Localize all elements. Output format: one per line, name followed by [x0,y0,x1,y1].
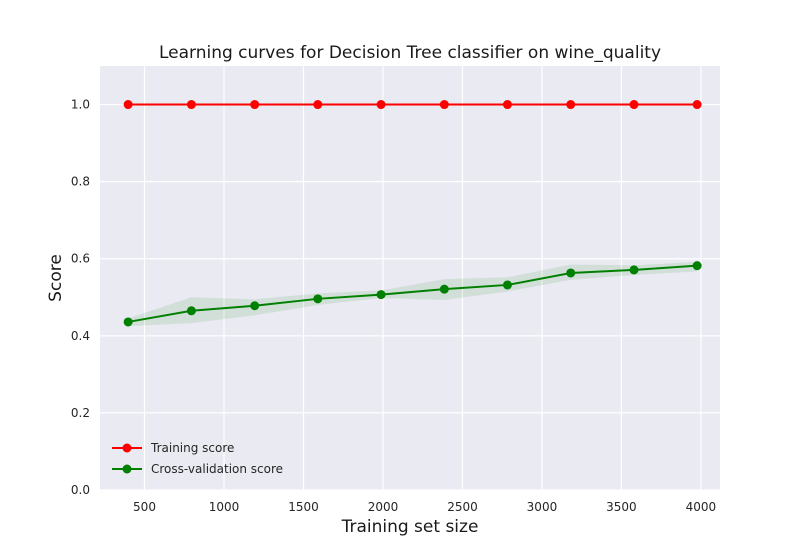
data-point [502,280,512,290]
data-point [250,301,260,311]
data-point [566,268,576,278]
y-tick-label: 0.4 [71,329,90,343]
data-point [186,100,196,110]
x-tick-label: 1000 [209,500,240,514]
x-tick-label: 4000 [686,500,717,514]
data-point [186,306,196,316]
data-point [502,100,512,110]
x-tick-label: 3000 [527,500,558,514]
confidence-bands [128,261,698,327]
data-point [439,284,449,294]
data-point [692,100,702,110]
x-axis-label: Training set size [341,517,479,537]
legend-label: Cross-validation score [151,462,283,476]
x-tick-label: 1500 [288,500,319,514]
series-line [127,264,698,323]
series-lines [127,103,698,323]
data-point [629,265,639,275]
legend-marker [122,464,132,474]
x-tick-labels: 500 1000 1500 2000 2500 3000 3500 4000 [133,500,716,514]
legend-label: Training score [150,441,234,455]
x-tick-label: 2500 [447,500,478,514]
y-tick-labels: 0.0 0.2 0.4 0.6 0.8 1.0 [71,98,90,497]
data-point [566,100,576,110]
x-tick-label: 500 [133,500,156,514]
plot-background [100,66,720,490]
data-point [629,100,639,110]
data-point [313,100,323,110]
data-point [692,261,702,271]
data-point [250,100,260,110]
legend: Training score Cross-validation score [112,441,283,476]
y-tick-label: 0.8 [71,175,90,189]
x-tick-label: 2000 [368,500,399,514]
data-point [123,100,133,110]
x-tick-label: 3500 [606,500,637,514]
y-tick-label: 0.2 [71,406,90,420]
y-axis-label: Score [46,254,66,302]
y-tick-label: 0.6 [71,252,90,266]
data-point [313,294,323,304]
y-tick-label: 0.0 [71,483,90,497]
y-tick-label: 1.0 [71,98,90,112]
series-points [123,100,702,327]
legend-marker [122,443,132,453]
data-point [376,290,386,300]
chart-title: Learning curves for Decision Tree classi… [159,43,661,63]
data-point [439,100,449,110]
data-point [123,317,133,327]
confidence-band [128,261,698,327]
data-point [376,100,386,110]
